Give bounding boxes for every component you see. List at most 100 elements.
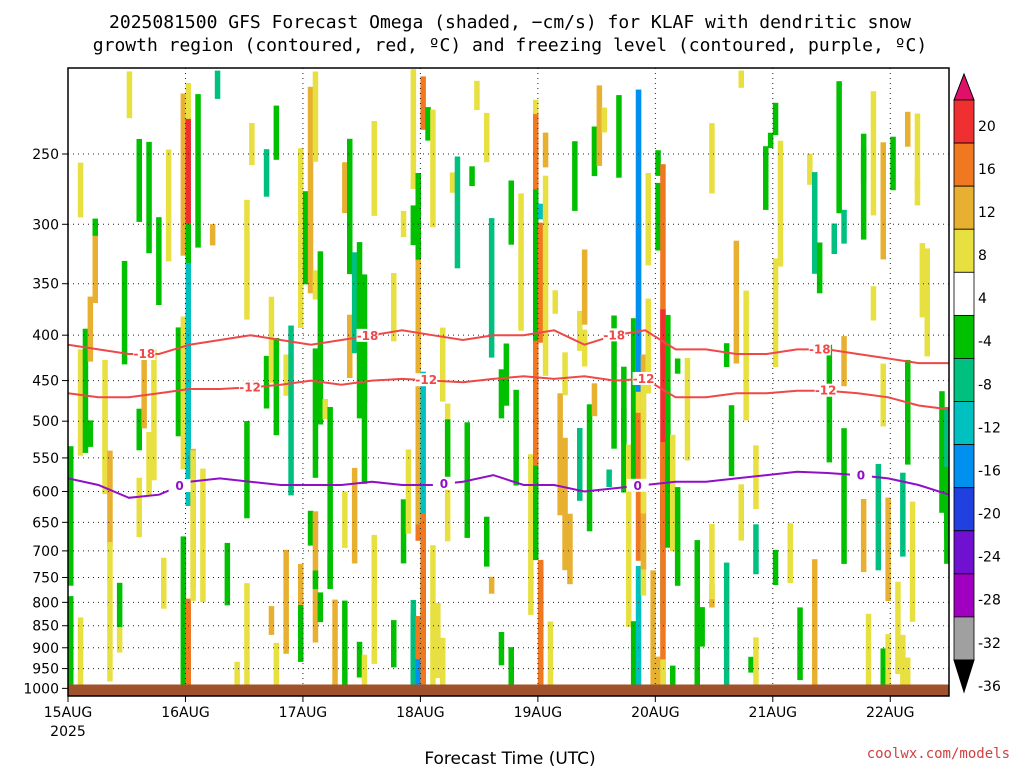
omega-cell (102, 359, 108, 495)
omega-cell (224, 542, 231, 606)
contour-label-bg (626, 478, 649, 492)
plot-frame (67, 67, 950, 697)
y-tick-label: 450 (32, 374, 59, 390)
omega-cell (885, 497, 891, 601)
contour-label-bg (808, 342, 831, 356)
omega-cell (400, 499, 407, 564)
omega-cell (591, 383, 598, 417)
omega-cell (77, 349, 84, 456)
omega-cell (885, 634, 891, 693)
omega-cell (420, 513, 426, 696)
omega-cell (562, 352, 568, 396)
omega-cell (665, 314, 671, 548)
omega-cell (787, 523, 793, 583)
omega-cell (895, 581, 901, 675)
y-tick-label: 900 (32, 641, 59, 657)
colorbar-tick-label: -32 (978, 636, 1001, 652)
contour-label-bg (814, 383, 837, 397)
omega-cell (440, 637, 446, 696)
omega-cell (870, 91, 877, 216)
omega-cell (327, 553, 333, 589)
colorbar-tick-label: 16 (978, 162, 996, 178)
omega-cell (748, 656, 754, 673)
omega-cell (528, 454, 534, 615)
colorbar-tick-label: -4 (978, 334, 992, 350)
colorbar-box (953, 573, 975, 618)
omega-cell (214, 70, 221, 99)
omega-cell (763, 146, 769, 210)
omega-cell (180, 536, 187, 696)
omega-cell (655, 182, 661, 251)
omega-cell (136, 139, 142, 222)
omega-cell (146, 432, 152, 496)
omega-cell (273, 642, 280, 696)
colorbar-tick-label: -28 (978, 593, 1001, 609)
omega-cell (342, 600, 348, 696)
omega-cell (537, 203, 544, 220)
x-tick-label: 19AUG (514, 705, 563, 721)
omega-cell (875, 463, 882, 571)
colorbar-tick-label: 12 (978, 205, 996, 221)
credit-label: coolwx.com/models (867, 746, 1010, 762)
omega-cell (723, 562, 730, 691)
y-tick-label: 350 (32, 277, 59, 293)
contour-label-bg (632, 371, 655, 385)
omega-cell (577, 428, 583, 501)
omega-cell (449, 172, 456, 193)
omega-cell (816, 242, 823, 294)
omega-shading (68, 69, 949, 696)
omega-cell (141, 353, 147, 429)
omega-cell (537, 559, 544, 696)
omega-cell (728, 405, 735, 477)
y-tick-label: 400 (32, 328, 59, 344)
omega-cell (542, 132, 549, 168)
omega-cell (484, 516, 490, 567)
omega-cell (533, 189, 539, 341)
omega-cell (635, 89, 642, 392)
y-tick-label: 650 (32, 515, 59, 531)
omega-cell (709, 523, 715, 600)
omega-cell (332, 599, 338, 696)
omega-cell (684, 358, 691, 461)
omega-cell (151, 349, 157, 481)
omega-cell (317, 251, 324, 425)
omega-cell (312, 71, 319, 162)
colorbar-box (953, 314, 975, 359)
omega-cell (126, 71, 133, 119)
omega-cell (283, 549, 289, 654)
omega-cell (503, 343, 510, 406)
omega-cell (273, 338, 280, 436)
contour-label-bg (168, 478, 191, 492)
omega-cell (244, 199, 250, 320)
contour-label: -12 (239, 380, 261, 394)
omega-cell (621, 408, 627, 493)
omega-cell (136, 477, 142, 538)
omega-cell (87, 296, 94, 362)
omega-cell (92, 218, 98, 251)
y-tick-label: 1000 (23, 681, 59, 697)
omega-cell (880, 142, 886, 260)
colorbar-tick-label: -24 (978, 550, 1001, 566)
omega-cell (484, 112, 490, 163)
colorbar-box (953, 487, 975, 532)
omega-cell (753, 524, 759, 575)
omega-cell (640, 384, 647, 514)
omega-cell (880, 363, 886, 427)
omega-cell (361, 654, 368, 696)
omega-cell (611, 315, 617, 449)
colorbar-box (953, 228, 975, 273)
omega-cell (116, 582, 123, 628)
omega-cell (185, 598, 191, 688)
omega-cell (107, 450, 113, 547)
omega-cell (244, 583, 250, 693)
omega-cell (136, 408, 142, 451)
colorbar-bottom-triangle (953, 659, 975, 694)
omega-cell (905, 657, 911, 696)
omega-cell (347, 138, 353, 275)
contour-label-bg (603, 328, 626, 342)
omega-cell (92, 235, 98, 303)
omega-cell (156, 217, 162, 305)
omega-cell (430, 545, 436, 688)
y-tick-label: 250 (32, 147, 59, 163)
omega-cell (581, 249, 588, 325)
